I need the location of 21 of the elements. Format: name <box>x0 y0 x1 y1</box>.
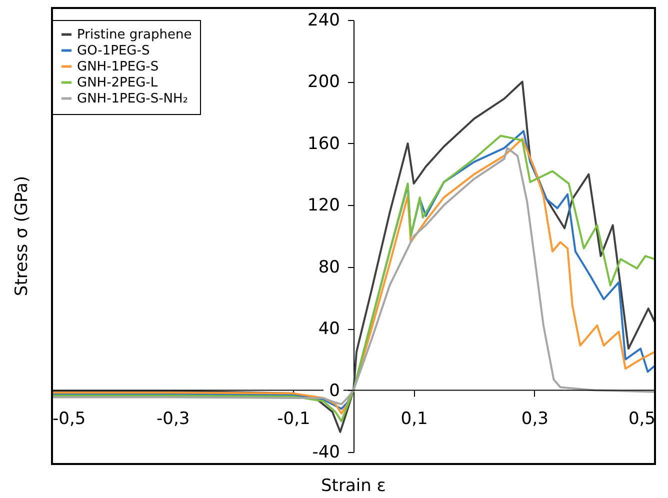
x-axis-title: Strain ε <box>321 476 386 496</box>
legend-label: GNH-2PEG-L <box>77 76 158 90</box>
x-tick-label: 0,5 <box>628 408 656 429</box>
y-tick-label: -40 <box>312 442 340 462</box>
legend-label: GNH-1PEG-S <box>77 60 159 74</box>
y-tick-label: 40 <box>318 319 340 340</box>
x-tick-label: 0,1 <box>400 408 428 429</box>
y-axis-title: Stress σ (GPa) <box>12 176 32 296</box>
y-tick-label: 200 <box>308 72 340 92</box>
legend-label: GNH-1PEG-S-NH₂ <box>77 92 188 106</box>
y-tick-label: 0 <box>329 380 340 401</box>
x-tick-label: -0,5 <box>52 408 86 429</box>
y-tick-label: 240 <box>308 10 340 30</box>
legend-label: Pristine graphene <box>77 28 192 42</box>
x-tick-label: -0,1 <box>277 408 310 429</box>
y-tick-label: 80 <box>318 257 340 278</box>
x-tick-label: 0,3 <box>521 408 548 429</box>
legend-label: GO-1PEG-S <box>77 44 150 58</box>
y-tick-label: 120 <box>308 196 340 216</box>
x-tick-label: -0,3 <box>156 408 190 429</box>
y-tick-label: 160 <box>308 134 340 154</box>
